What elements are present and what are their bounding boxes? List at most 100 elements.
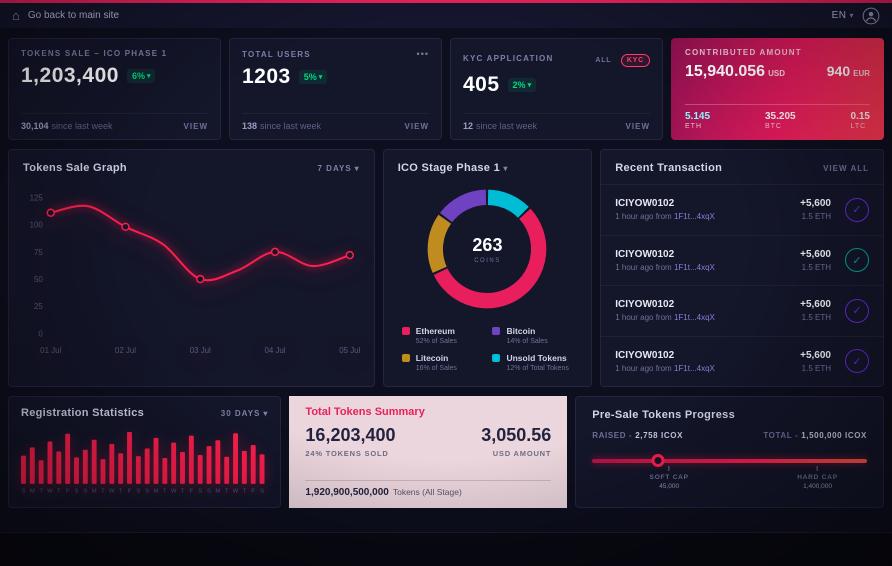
stat-title: TOKENS SALE – ICO PHASE 1 [21,49,168,58]
transaction-detail: 1 hour ago from 1F1t...4xqX [615,363,715,373]
slider-handle[interactable] [651,454,665,467]
soft-cap-tick [668,466,670,471]
tokens-sold-value: 16,203,400 [305,425,396,445]
recent-transactions-card: Recent Transaction VIEW ALL ICIYOW0102 1… [600,149,884,387]
svg-text:05 Jul: 05 Jul [339,346,359,355]
transaction-row[interactable]: ICIYOW0102 1 hour ago from 1F1t...4xqX +… [601,337,883,387]
middle-row: Tokens Sale Graph 7 DAYS ▾ 0 25 50 75 100 125… [8,149,884,387]
tokens-sale-graph-card: Tokens Sale Graph 7 DAYS ▾ 0 25 50 75 100 125… [8,149,375,387]
transaction-id: ICIYOW0102 [615,198,675,210]
transaction-row[interactable]: ICIYOW0102 1 hour ago from 1F1t...4xqX +… [601,286,883,337]
svg-text:S: S [260,489,264,494]
total-tokens-label: Tokens (All Stage) [392,487,462,497]
ico-stage-donut-chart [428,189,547,309]
stat-subtext: 138 since last week [242,121,321,131]
ico-stage-card: ICO Stage Phase 1 ▾ 263 COINS Ethereum 52… [382,149,593,387]
transaction-detail: 1 hour ago from 1F1t...4xqX [615,262,715,272]
chevron-down-icon: ▾ [263,408,269,418]
tokens-sale-line-chart: 0 25 50 75 100 125 01 Jul 02 Jul 03 Jul 04 Jul 05 … [30,193,360,355]
tab-kyc[interactable]: KYC [620,54,650,67]
view-all-link[interactable]: VIEW ALL [823,163,869,173]
transaction-crypto: 1.5 ETH [801,313,831,323]
svg-text:25: 25 [34,302,43,311]
total-amount: TOTAL -1,500,000 ICOX [763,431,867,440]
usd-unit: USD [768,69,785,78]
soft-cap-value: 45,000 [659,483,680,490]
stat-value: 1203 [242,65,291,88]
range-dropdown[interactable]: 30 DAYS ▾ [221,409,269,418]
svg-text:T: T [181,489,185,494]
wallet-address: 1F1t...4xqX [673,262,715,272]
trend-down-icon: ▾ [527,82,532,89]
svg-text:S: S [22,489,26,494]
svg-text:S: S [198,489,202,494]
transaction-crypto: 1.5 ETH [801,262,831,272]
card-title: Recent Transaction [615,162,723,174]
breakdown-ltc: 0.15 LTC [850,111,870,130]
language-selector[interactable]: EN ▾ [832,10,854,21]
transaction-detail: 1 hour ago from 1F1t...4xqX [615,212,715,222]
legend-swatch [492,327,501,335]
topbar: ⌂ Go back to main site EN ▾ [0,0,892,28]
slider-track[interactable] [592,459,867,463]
footer [0,532,892,566]
raised-amount: RAISED -2,758 ICOX [592,431,684,440]
usd-amount-block: 3,050.56 USD AMOUNT [481,425,551,458]
transaction-status-icon: ✓ [845,298,869,323]
contributed-breakdown: 5.145 ETH 35.205 BTC 0.15 LTC [685,104,870,130]
svg-text:T: T [101,489,105,494]
svg-text:F: F [190,489,194,494]
svg-text:T: T [163,489,167,494]
svg-text:F: F [251,489,255,494]
svg-text:M: M [215,489,220,494]
breakdown-btc: 35.205 BTC [764,111,796,130]
transaction-row[interactable]: ICIYOW0102 1 hour ago from 1F1t...4xqX +… [601,236,883,286]
range-label: 30 DAYS [220,408,261,418]
more-options-icon[interactable]: ••• [416,49,429,59]
transaction-status-icon: ✓ [845,349,869,374]
legend-swatch [401,354,410,362]
user-avatar[interactable] [862,7,880,25]
total-tokens-line: 1,920,900,500,000 Tokens (All Stage) [305,480,552,498]
svg-text:S: S [207,489,211,494]
usd-value: 15,940.056 [685,63,766,80]
stat-sub-value: 30,104 [21,121,49,131]
transaction-row[interactable]: ICIYOW0102 1 hour ago from 1F1t...4xqX +… [601,185,883,236]
svg-text:M: M [154,489,159,494]
svg-text:S: S [83,489,87,494]
legend-item-litecoin: Litecoin 16% of Sales [401,353,483,372]
donut-chart-wrapper: 263 COINS [420,182,554,316]
back-to-main-site-link[interactable]: Go back to main site [27,10,120,21]
range-label: 7 DAYS [317,163,352,173]
donut-legend: Ethereum 52% of Sales Bitcoin 14% of Sales… [398,326,578,372]
stat-sub-value: 12 [463,121,474,131]
view-button[interactable]: VIEW [404,121,429,131]
svg-text:W: W [47,489,53,494]
chevron-down-icon: ▾ [354,163,360,173]
tab-all[interactable]: ALL [595,57,612,64]
wallet-address: 1F1t...4xqX [673,363,715,373]
hard-cap-value: 1,400,000 [803,483,832,490]
stat-card-contributed-amount: CONTRIBUTED AMOUNT 15,940.056 USD 940 EUR … [671,38,884,140]
range-dropdown[interactable]: 7 DAYS ▾ [318,164,360,173]
kyc-filter-tabs: ALL KYC [590,49,650,67]
svg-text:S: S [75,489,79,494]
svg-text:0: 0 [38,329,43,338]
trend-badge: 6% ▾ [126,69,156,83]
coins-label: COINS [474,257,501,264]
stat-sub-label: since last week [51,121,113,131]
view-button[interactable]: VIEW [183,121,208,131]
view-button[interactable]: VIEW [625,121,650,131]
language-label: EN [831,10,847,21]
svg-text:03 Jul: 03 Jul [190,346,211,355]
stat-value: 405 [463,73,500,96]
stat-title: TOTAL USERS [242,49,311,59]
home-icon[interactable]: ⌂ [12,8,20,23]
ico-stage-dropdown[interactable]: ICO Stage Phase 1 ▾ [398,162,508,174]
chevron-down-icon: ▾ [849,11,854,20]
card-title: Total Tokens Summary [305,406,425,418]
svg-text:50: 50 [34,275,43,284]
